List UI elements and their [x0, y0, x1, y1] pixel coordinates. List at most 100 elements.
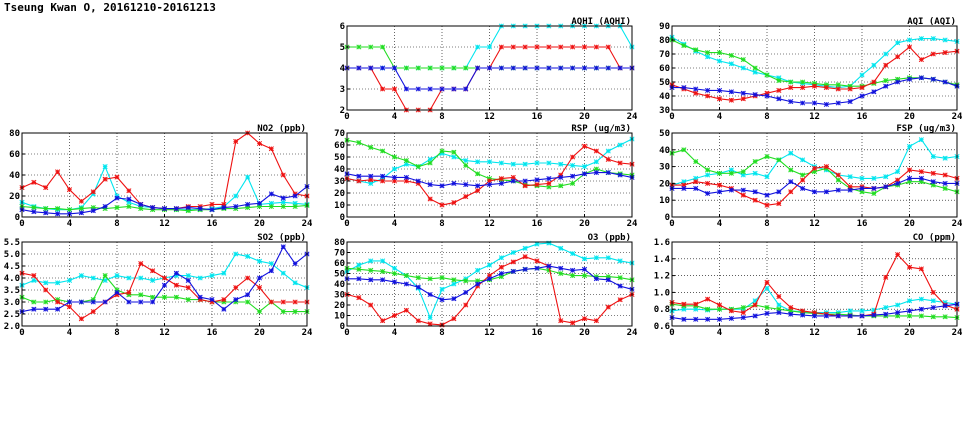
data-point [558, 183, 564, 189]
data-point [570, 273, 576, 279]
data-point [197, 294, 203, 300]
data-point [776, 189, 782, 195]
data-point [705, 87, 711, 93]
plot-fsp: 0 4 8 12 16 20 24 0 10 20 30 40 50 FSP (ug/m3) [659, 124, 963, 229]
data-point [570, 65, 576, 71]
data-point [847, 174, 853, 180]
data-point [510, 44, 516, 50]
data-point [570, 44, 576, 50]
data-point [498, 160, 504, 166]
tick-label-x: 20 [579, 328, 590, 338]
data-point [161, 282, 168, 288]
data-point [498, 180, 504, 186]
tick-label-y: 30 [659, 163, 670, 173]
data-point [43, 306, 49, 312]
tick-label-y: 3 [340, 85, 345, 95]
data-point [716, 87, 723, 93]
data-point [740, 192, 746, 198]
data-point [102, 164, 108, 170]
data-point [740, 304, 746, 311]
tick-label-x: 4 [67, 328, 73, 338]
data-point [498, 176, 504, 182]
data-point [415, 86, 421, 92]
data-point [498, 255, 504, 261]
data-point [510, 249, 516, 256]
data-point [835, 177, 841, 183]
data-point [800, 172, 806, 178]
tick-label-x: 24 [627, 328, 638, 338]
data-point [740, 310, 746, 316]
data-point [486, 65, 493, 71]
data-point [31, 299, 37, 305]
data-point [788, 85, 794, 91]
data-point [883, 184, 889, 190]
data-point [150, 277, 156, 283]
data-point [256, 285, 263, 291]
data-point [233, 285, 239, 291]
data-point [368, 144, 374, 150]
data-point [185, 297, 191, 303]
data-point [716, 182, 723, 188]
tick-label-y: 50 [334, 270, 345, 280]
data-point [800, 79, 806, 85]
data-point [942, 79, 948, 85]
tick-label-y: 2.0 [4, 322, 20, 332]
tick-label-x: 0 [669, 219, 674, 229]
data-point [138, 275, 144, 281]
data-point [883, 78, 889, 84]
data-point [138, 201, 144, 207]
data-point [510, 178, 516, 184]
data-point [391, 270, 398, 277]
data-point [930, 170, 936, 176]
tick-label-y: 0 [340, 213, 345, 223]
data-point [617, 65, 623, 71]
data-point [776, 201, 782, 207]
data-point [90, 299, 96, 305]
data-point [78, 198, 84, 204]
data-point [197, 275, 203, 281]
data-point [280, 195, 286, 201]
data-point [403, 174, 409, 180]
data-point [380, 148, 386, 154]
data-point [800, 177, 806, 183]
tick-label-y: 10 [334, 201, 345, 211]
data-point [942, 37, 948, 43]
data-point [581, 171, 588, 177]
data-point [906, 264, 913, 270]
data-point [439, 65, 445, 71]
data-point [593, 159, 599, 165]
data-point [439, 297, 445, 303]
data-point [380, 44, 386, 50]
data-point [883, 311, 889, 317]
data-point [728, 170, 734, 176]
data-point [617, 160, 623, 166]
data-point [581, 164, 588, 170]
tick-label-y: 80 [334, 238, 345, 248]
data-point [522, 178, 528, 184]
tick-label-x: 4 [392, 219, 398, 229]
data-point [280, 244, 286, 250]
data-point [705, 93, 711, 99]
data-point [90, 275, 96, 281]
data-point [403, 86, 409, 92]
data-point [31, 277, 37, 283]
data-point [716, 50, 723, 56]
data-point [728, 308, 734, 314]
tick-label-x: 4 [392, 112, 398, 122]
data-point [728, 61, 734, 67]
data-point [617, 275, 623, 281]
tick-label-x: 8 [439, 328, 444, 338]
data-point [740, 187, 746, 193]
tick-label-x: 12 [159, 219, 170, 229]
data-point [391, 265, 398, 271]
data-point [391, 312, 398, 319]
tick-label-y: 40 [9, 171, 20, 181]
data-point [740, 315, 746, 321]
data-point [150, 204, 156, 211]
tick-label-x: 24 [302, 328, 313, 338]
data-point [918, 266, 924, 272]
data-point [256, 140, 263, 147]
data-point [522, 65, 528, 71]
data-point [918, 296, 924, 302]
